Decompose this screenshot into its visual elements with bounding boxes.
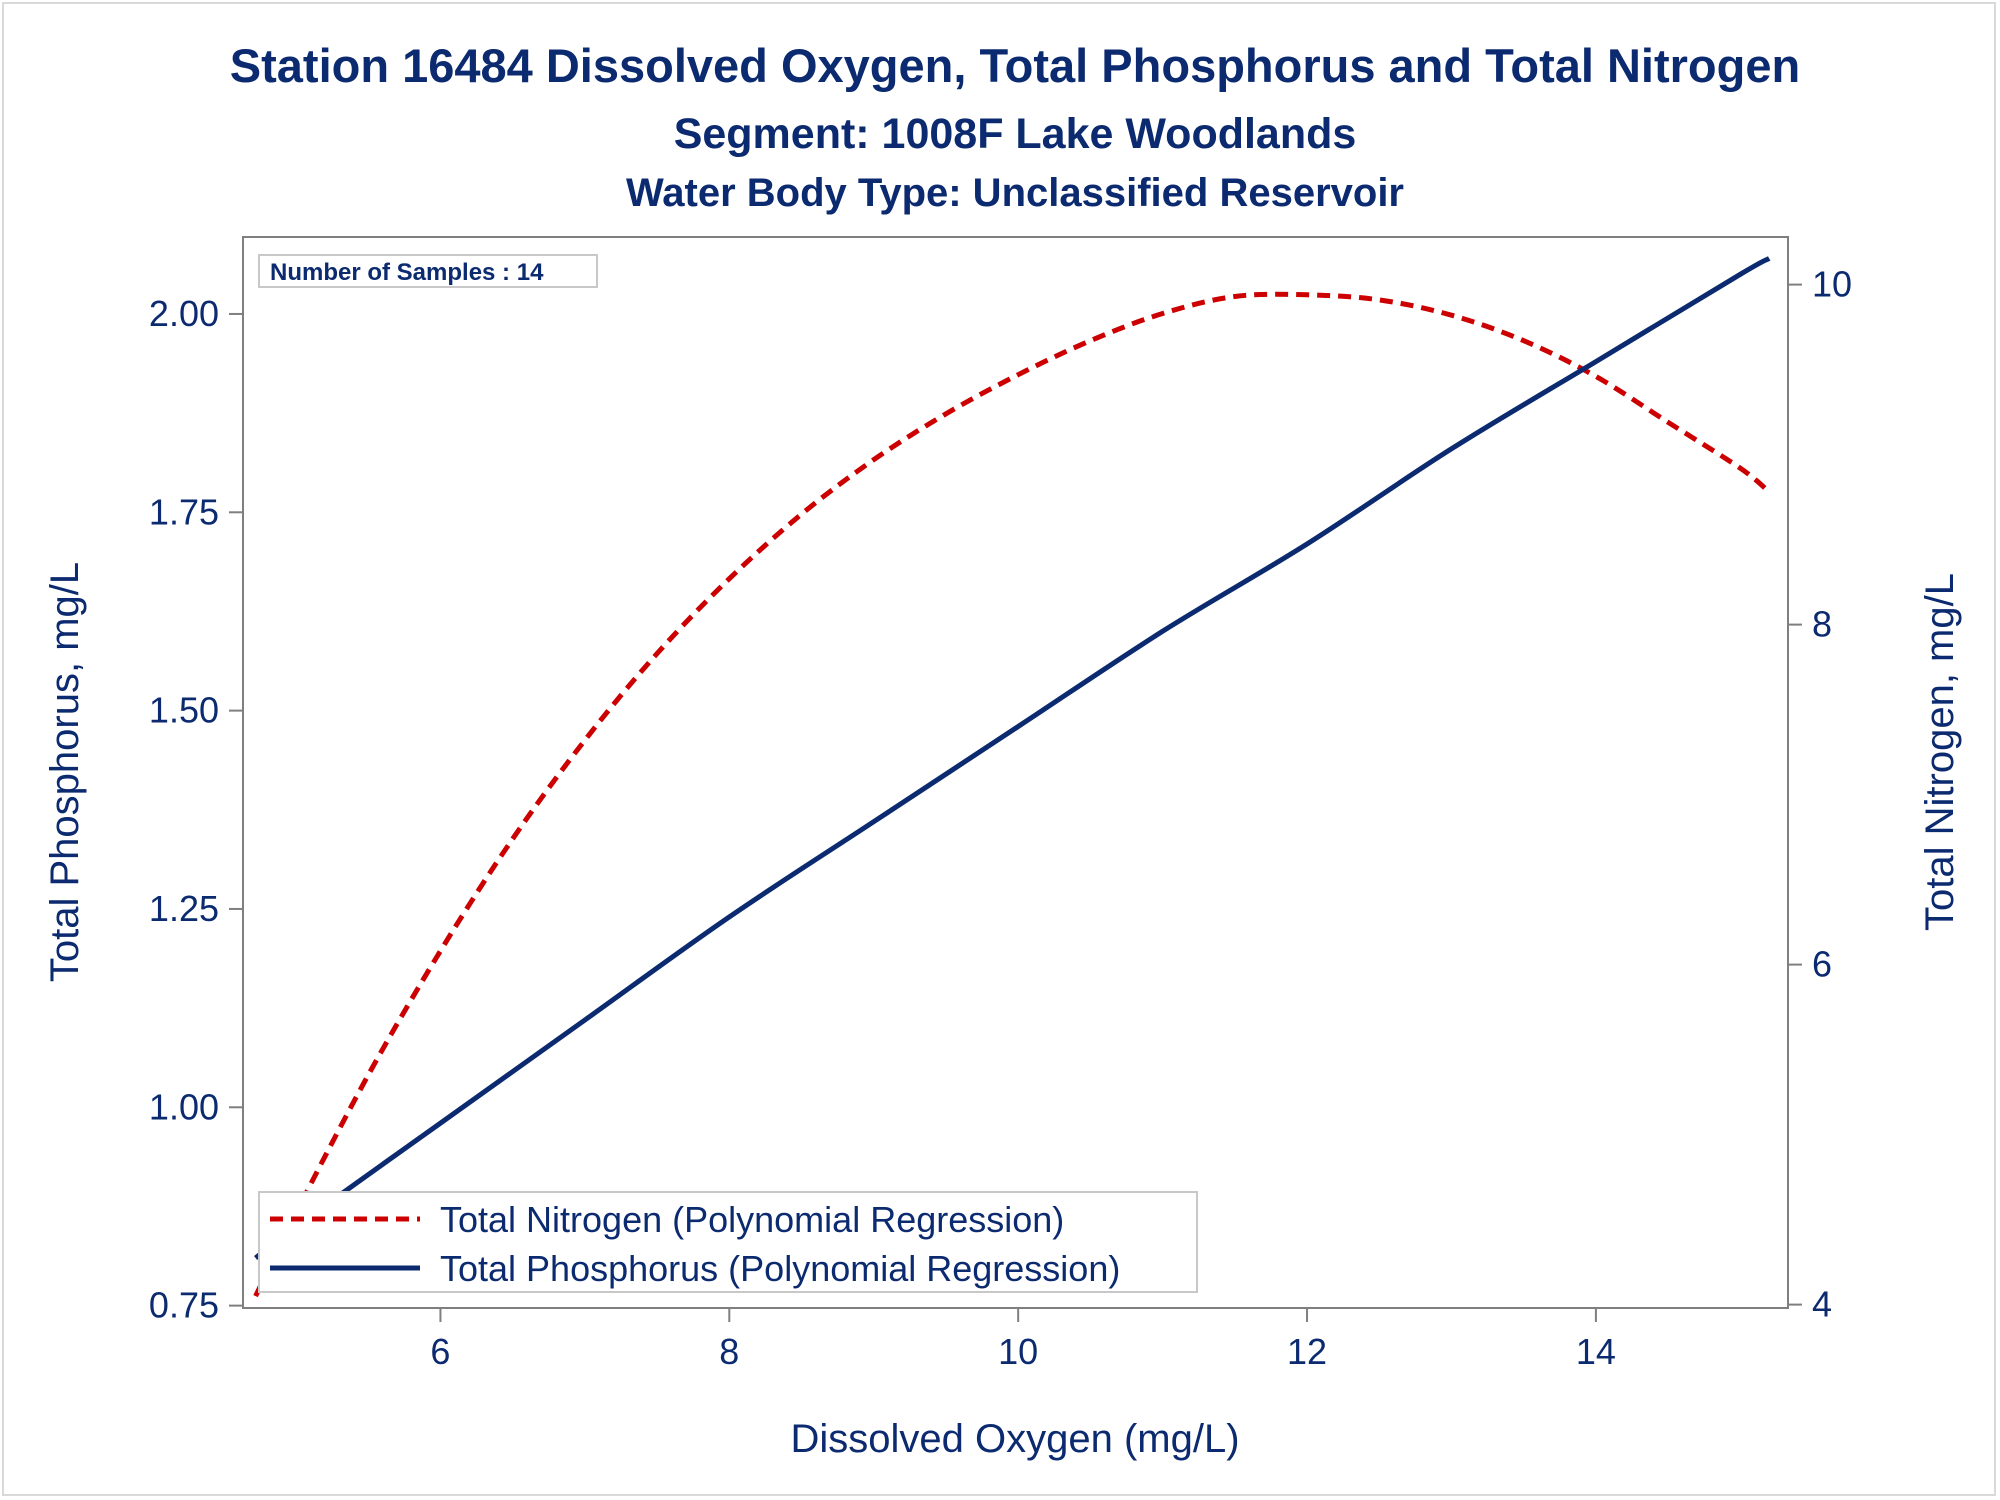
x-axis-ticks: 6 8 10 12 14: [430, 1308, 1616, 1372]
y2-tick-label: 10: [1812, 264, 1852, 305]
y-tick-label: 1.00: [149, 1086, 219, 1127]
x-tick-label: 14: [1576, 1331, 1616, 1372]
legend-label-nitrogen: Total Nitrogen (Polynomial Regression): [440, 1199, 1064, 1240]
y2-tick-label: 8: [1812, 604, 1832, 645]
y-tick-label: 1.75: [149, 491, 219, 532]
legend-label-phosphorus: Total Phosphorus (Polynomial Regression): [440, 1248, 1120, 1289]
sample-count-box: [258, 254, 598, 288]
chart-title: Station 16484 Dissolved Oxygen, Total Ph…: [230, 39, 1800, 92]
y-tick-label: 1.25: [149, 888, 219, 929]
legend: Total Nitrogen (Polynomial Regression) T…: [258, 1191, 1198, 1293]
y-tick-label: 2.00: [149, 293, 219, 334]
y-tick-label: 1.50: [149, 690, 219, 731]
x-tick-label: 12: [1287, 1331, 1327, 1372]
sample-count-text: Number of Samples : 14: [270, 259, 544, 286]
y2-tick-label: 6: [1812, 944, 1832, 985]
x-tick-label: 8: [719, 1331, 739, 1372]
x-axis-label: Dissolved Oxygen (mg/L): [790, 1417, 1239, 1461]
series-layer: [253, 256, 1771, 1298]
y-axis-label: Total Phosphorus, mg/L: [43, 562, 87, 982]
x-tick-label: 10: [998, 1331, 1038, 1372]
y2-axis-ticks: 4 6 8 10: [1788, 264, 1852, 1325]
legend-box: [258, 1191, 1198, 1293]
series-line-phosphorus: [254, 256, 1771, 1260]
chart-subtitle-2: Water Body Type: Unclassified Reservoir: [626, 171, 1404, 215]
y-axis-ticks: 0.75 1.00 1.25 1.50 1.75 2.00: [149, 293, 243, 1326]
plot-area: [242, 236, 1789, 1309]
x-tick-label: 6: [430, 1331, 450, 1372]
chart-subtitle: Segment: 1008F Lake Woodlands: [674, 110, 1357, 158]
series-line-nitrogen: [253, 291, 1771, 1298]
y2-tick-label: 4: [1812, 1284, 1832, 1325]
y2-axis-label: Total Nitrogen, mg/L: [1918, 573, 1962, 931]
y-tick-label: 0.75: [149, 1285, 219, 1326]
